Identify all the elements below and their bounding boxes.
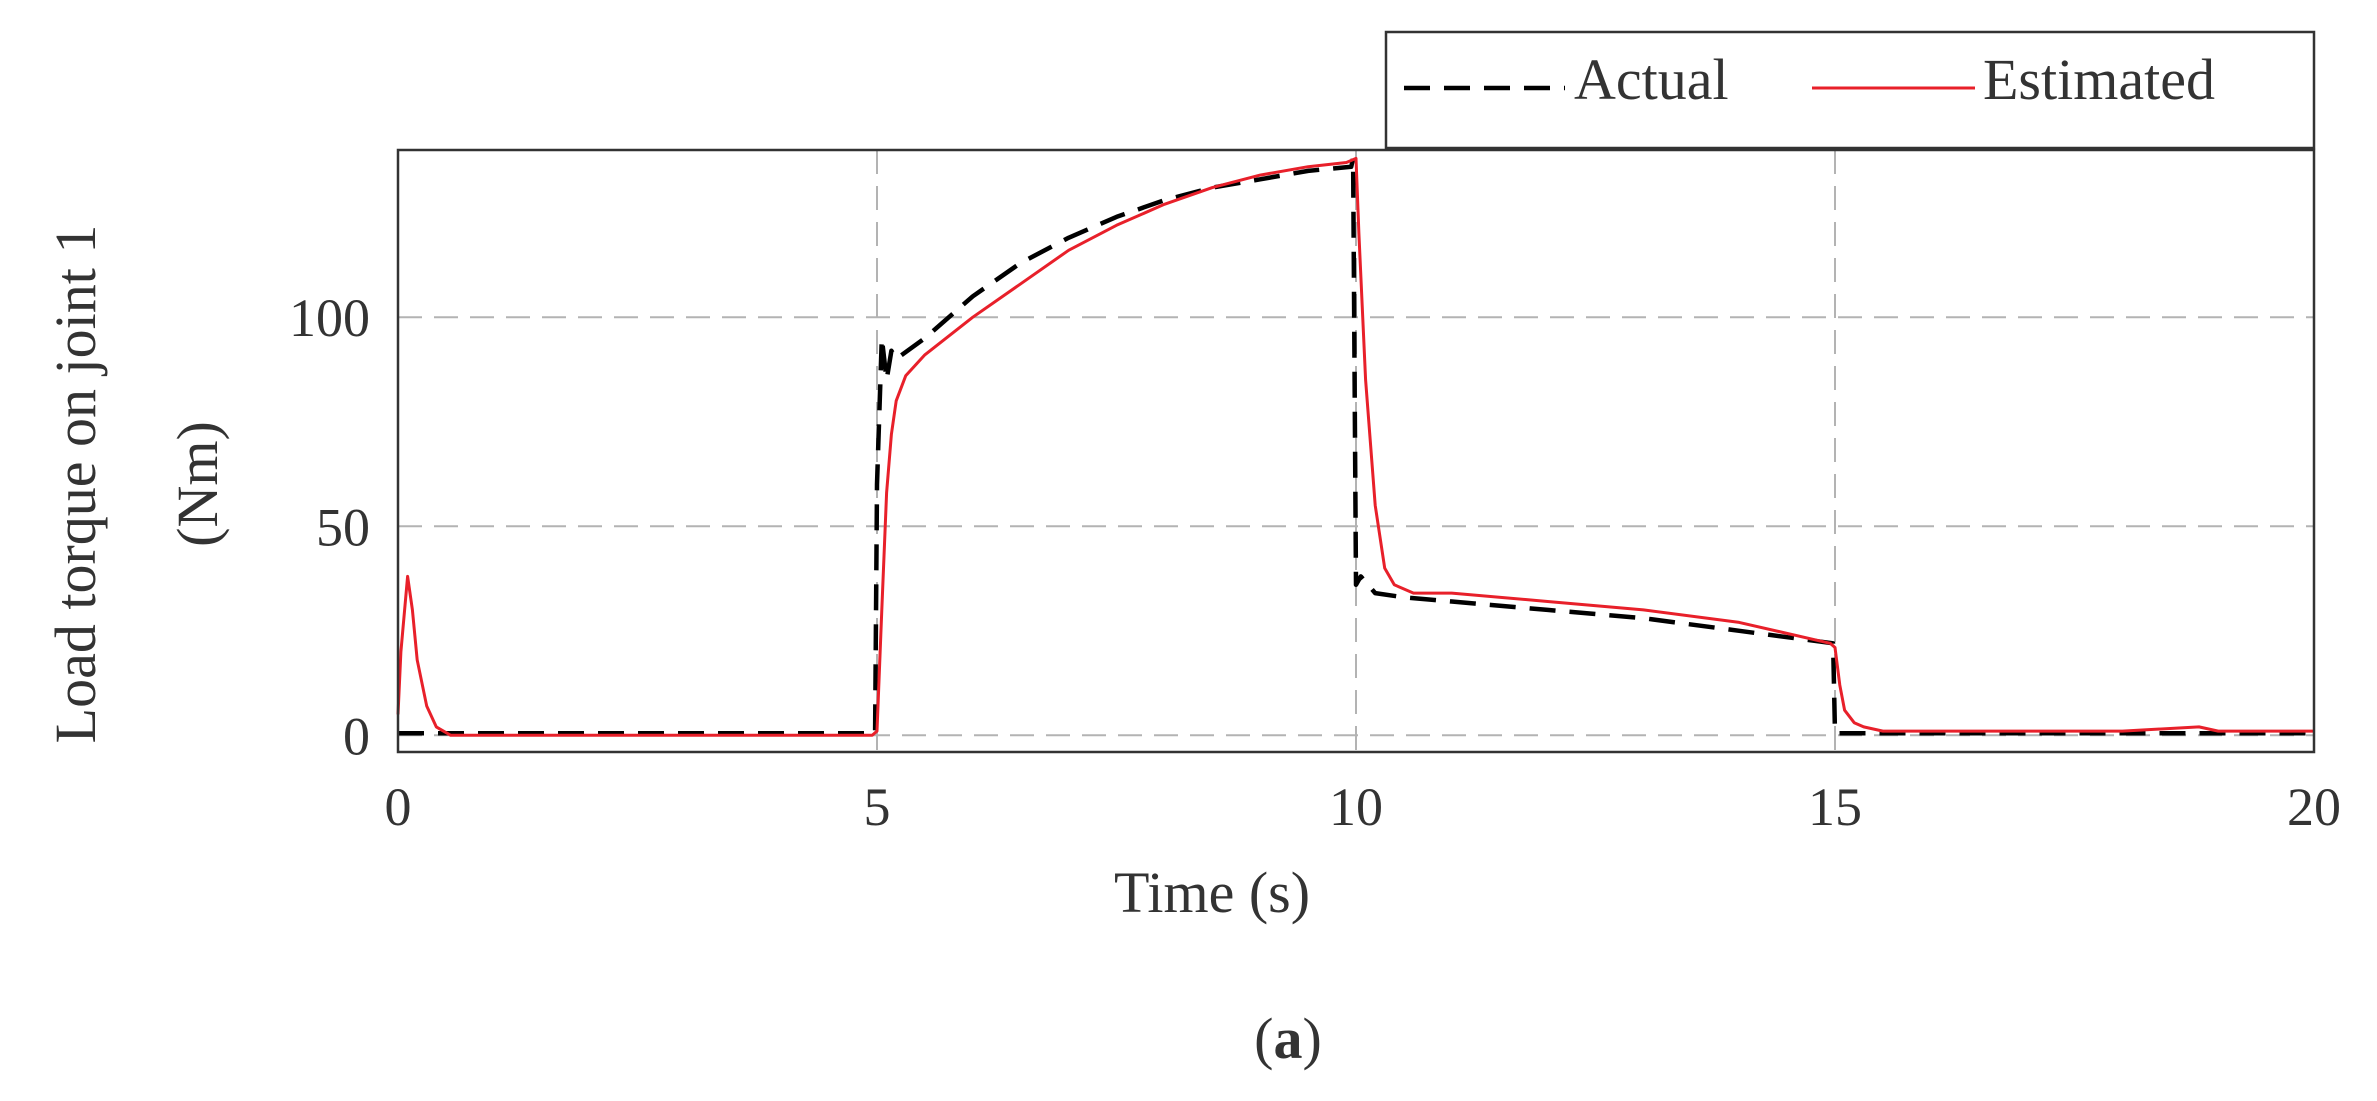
grid-lines bbox=[398, 150, 2314, 752]
y-axis-label-line-1: Load torque on joint 1 bbox=[43, 225, 108, 744]
x-axis-label: Time (s) bbox=[1114, 860, 1310, 925]
y-axis-label-line-2: (Nm) bbox=[165, 421, 230, 547]
legend: Actual Estimated bbox=[1384, 30, 2316, 150]
tick-labels: 0 5 10 15 20 0 50 100 bbox=[289, 288, 2341, 837]
series-line-actual bbox=[398, 156, 2314, 736]
series-line-estimated bbox=[396, 156, 2314, 737]
y-tick-label: 100 bbox=[289, 288, 370, 348]
y-axis-label: Load torque on joint 1 (Nm) bbox=[43, 225, 230, 744]
series-lines bbox=[396, 156, 2314, 737]
legend-estimated-label: Estimated bbox=[1983, 47, 2215, 112]
x-tick-label: 10 bbox=[1329, 777, 1383, 837]
x-tick-label: 20 bbox=[2287, 777, 2341, 837]
plot-frame bbox=[396, 148, 2316, 754]
x-tick-label: 5 bbox=[864, 777, 891, 837]
y-tick-label: 50 bbox=[316, 497, 370, 557]
panel-label: (a) bbox=[1254, 1006, 1322, 1071]
x-tick-label: 0 bbox=[385, 777, 412, 837]
y-tick-label: 0 bbox=[343, 706, 370, 766]
legend-actual-label: Actual bbox=[1574, 47, 1729, 112]
x-tick-label: 15 bbox=[1808, 777, 1862, 837]
